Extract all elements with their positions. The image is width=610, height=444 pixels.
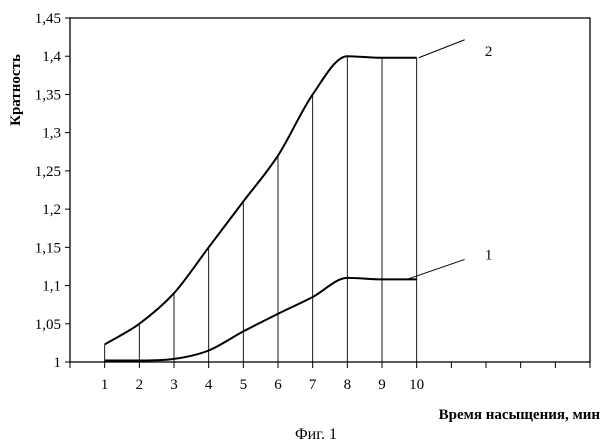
x-axis-title: Время насыщения, мин bbox=[439, 407, 601, 423]
y-tick-label: 1,1 bbox=[42, 279, 61, 295]
y-tick-label: 1,35 bbox=[35, 87, 61, 103]
x-tick-label: 4 bbox=[205, 377, 213, 393]
x-tick-label: 1 bbox=[101, 377, 109, 393]
series-1-line bbox=[105, 278, 417, 361]
figure-caption: Фиг. 1 bbox=[295, 426, 337, 443]
y-tick-label: 1,45 bbox=[35, 11, 61, 27]
y-tick-label: 1 bbox=[54, 355, 62, 371]
y-tick-label: 1,05 bbox=[35, 317, 61, 333]
y-tick-label: 1,3 bbox=[42, 126, 61, 142]
x-axis: 1 2 3 4 5 6 7 8 9 10 bbox=[70, 362, 590, 393]
x-tick-label: 7 bbox=[309, 377, 317, 393]
curve-labels: 21 bbox=[407, 40, 493, 280]
x-tick-label: 3 bbox=[170, 377, 178, 393]
x-tick-label: 10 bbox=[409, 377, 424, 393]
series-2-label: 2 bbox=[485, 44, 493, 60]
y-tick-label: 1,25 bbox=[35, 164, 61, 180]
x-tick-label: 2 bbox=[136, 377, 144, 393]
x-tick-label: 9 bbox=[378, 377, 386, 393]
y-tick-label: 1,2 bbox=[42, 202, 61, 218]
curves bbox=[105, 56, 417, 360]
series-2-leader bbox=[419, 40, 465, 58]
y-tick-label: 1,4 bbox=[42, 49, 61, 65]
y-tick-label: 1,15 bbox=[35, 240, 61, 256]
y-axis-title: Кратность bbox=[8, 54, 24, 126]
series-2-line bbox=[105, 56, 417, 344]
y-axis: 1 1,05 1,1 1,15 1,2 1,25 1,3 1,35 1,4 1,45 bbox=[35, 11, 70, 371]
series-1-leader bbox=[407, 259, 465, 279]
x-tick-label: 8 bbox=[344, 377, 352, 393]
drop-lines bbox=[105, 56, 417, 362]
x-tick-label: 5 bbox=[240, 377, 248, 393]
series-1-label: 1 bbox=[485, 247, 493, 263]
x-tick-label: 6 bbox=[274, 377, 282, 393]
